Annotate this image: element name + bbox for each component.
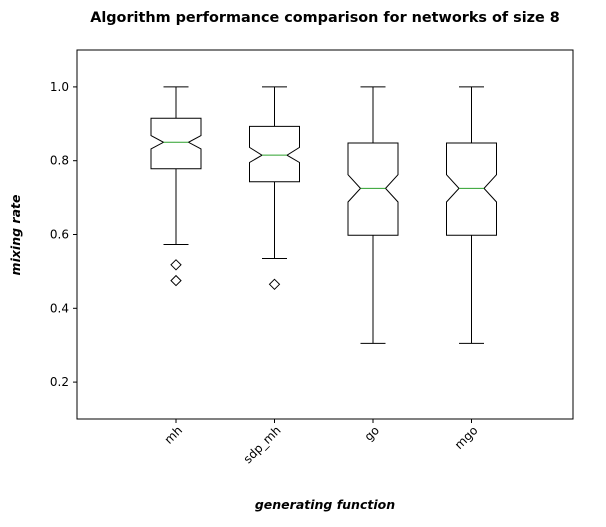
y-tick-label: 0.2	[50, 375, 69, 389]
notched-box	[347, 142, 399, 236]
outlier-point	[170, 259, 182, 271]
notched-box	[249, 125, 300, 183]
y-tick-label: 1.0	[50, 80, 69, 94]
x-axis-label: generating function	[255, 497, 395, 512]
x-axis-ticks: mh sdp_mh go mgo	[162, 419, 481, 466]
y-tick-label: 0.6	[50, 228, 69, 242]
y-tick-label: 0.4	[50, 301, 69, 315]
y-axis-label: mixing rate	[8, 195, 23, 276]
box-sdp_mh	[249, 86, 300, 291]
x-tick-label: go	[362, 423, 382, 443]
box-series	[150, 86, 497, 344]
box-mh	[150, 86, 202, 287]
x-tick-label: sdp_mh	[241, 423, 284, 466]
y-tick-label: 0.8	[50, 154, 69, 168]
x-tick-label: mgo	[452, 423, 481, 452]
outlier-point	[170, 274, 182, 287]
chart-title: Algorithm performance comparison for net…	[90, 10, 560, 26]
box-go	[347, 86, 399, 344]
notched-box	[150, 117, 202, 170]
plot-area-frame	[76, 49, 574, 420]
box-mgo	[446, 86, 497, 344]
notched-box	[446, 142, 497, 236]
y-axis-ticks: 0.2 0.4 0.6 0.8 1.0	[50, 80, 77, 389]
outlier-point	[268, 278, 281, 291]
x-tick-label: mh	[162, 423, 186, 447]
